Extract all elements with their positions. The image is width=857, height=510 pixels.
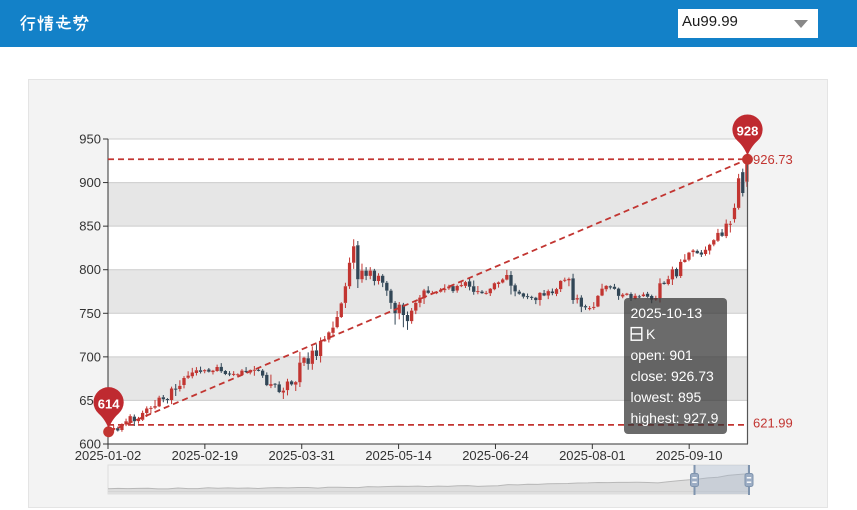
svg-text:928: 928 bbox=[737, 124, 759, 139]
svg-text:900: 900 bbox=[79, 175, 101, 190]
svg-text:614: 614 bbox=[98, 396, 120, 411]
svg-text:621.99: 621.99 bbox=[753, 415, 793, 430]
svg-text:2025-01-02: 2025-01-02 bbox=[75, 448, 142, 463]
svg-text:2025-02-19: 2025-02-19 bbox=[172, 448, 239, 463]
svg-text:926.73: 926.73 bbox=[753, 152, 793, 167]
svg-text:2025-09-10: 2025-09-10 bbox=[656, 448, 723, 463]
svg-text:750: 750 bbox=[79, 306, 101, 321]
svg-text:close: 926.73: close: 926.73 bbox=[631, 368, 714, 384]
svg-text:K: K bbox=[646, 326, 656, 342]
svg-text:600: 600 bbox=[79, 437, 101, 452]
svg-text:lowest: 895: lowest: 895 bbox=[631, 389, 702, 405]
svg-text:2025-06-24: 2025-06-24 bbox=[462, 448, 529, 463]
svg-text:2025-10-13: 2025-10-13 bbox=[631, 305, 703, 321]
svg-text:2025-05-14: 2025-05-14 bbox=[365, 448, 432, 463]
svg-text:800: 800 bbox=[79, 262, 101, 277]
svg-text:850: 850 bbox=[79, 219, 101, 234]
svg-text:2025-08-01: 2025-08-01 bbox=[559, 448, 626, 463]
svg-text:highest: 927.9: highest: 927.9 bbox=[631, 410, 719, 426]
svg-text:2025-03-31: 2025-03-31 bbox=[268, 448, 335, 463]
svg-text:700: 700 bbox=[79, 349, 101, 364]
svg-text:950: 950 bbox=[79, 132, 101, 147]
svg-text:open: 901: open: 901 bbox=[631, 347, 693, 363]
